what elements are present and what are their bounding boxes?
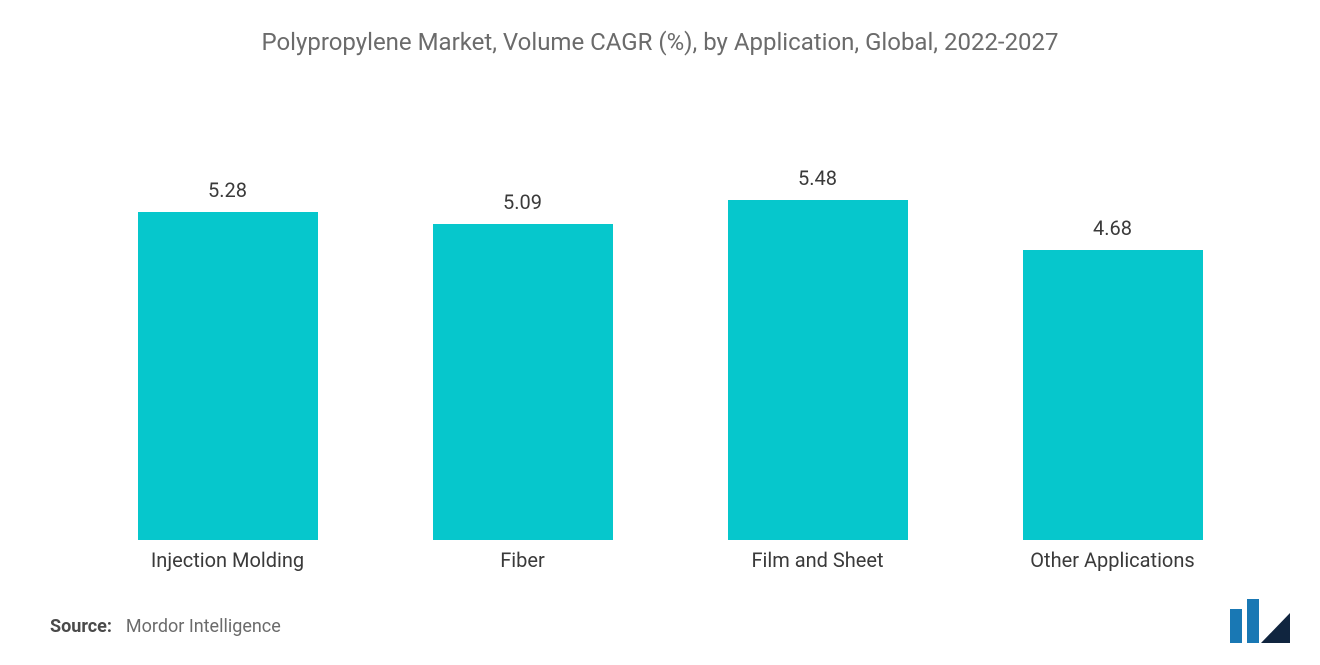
bar-2 <box>728 200 908 540</box>
bar-group-2: 5.48 <box>708 166 928 540</box>
bar-0 <box>138 212 318 540</box>
bar-group-1: 5.09 <box>413 190 633 540</box>
source-value: Mordor Intelligence <box>126 616 281 637</box>
bar-value-0: 5.28 <box>208 178 247 202</box>
x-axis-labels: Injection Molding Fiber Film and Sheet O… <box>80 548 1260 572</box>
x-label-0: Injection Molding <box>118 548 338 572</box>
x-label-3: Other Applications <box>1003 548 1223 572</box>
source-attribution: Source: Mordor Intelligence <box>50 616 281 637</box>
bar-value-2: 5.48 <box>798 166 837 190</box>
x-label-2: Film and Sheet <box>708 548 928 572</box>
chart-title: Polypropylene Market, Volume CAGR (%), b… <box>0 28 1320 56</box>
plot-area: 5.28 5.09 5.48 4.68 <box>80 140 1260 540</box>
logo-bar-1 <box>1230 609 1242 643</box>
x-label-1: Fiber <box>413 548 633 572</box>
bar-value-1: 5.09 <box>503 190 542 214</box>
bar-value-3: 4.68 <box>1093 216 1132 240</box>
brand-logo-icon <box>1230 599 1290 643</box>
logo-bar-2 <box>1247 599 1259 643</box>
logo-triangle <box>1261 613 1290 643</box>
source-label: Source: <box>50 616 112 637</box>
bar-3 <box>1023 250 1203 540</box>
chart-container: Polypropylene Market, Volume CAGR (%), b… <box>0 0 1320 665</box>
bar-group-0: 5.28 <box>118 178 338 540</box>
bar-group-3: 4.68 <box>1003 216 1223 540</box>
bar-1 <box>433 224 613 540</box>
